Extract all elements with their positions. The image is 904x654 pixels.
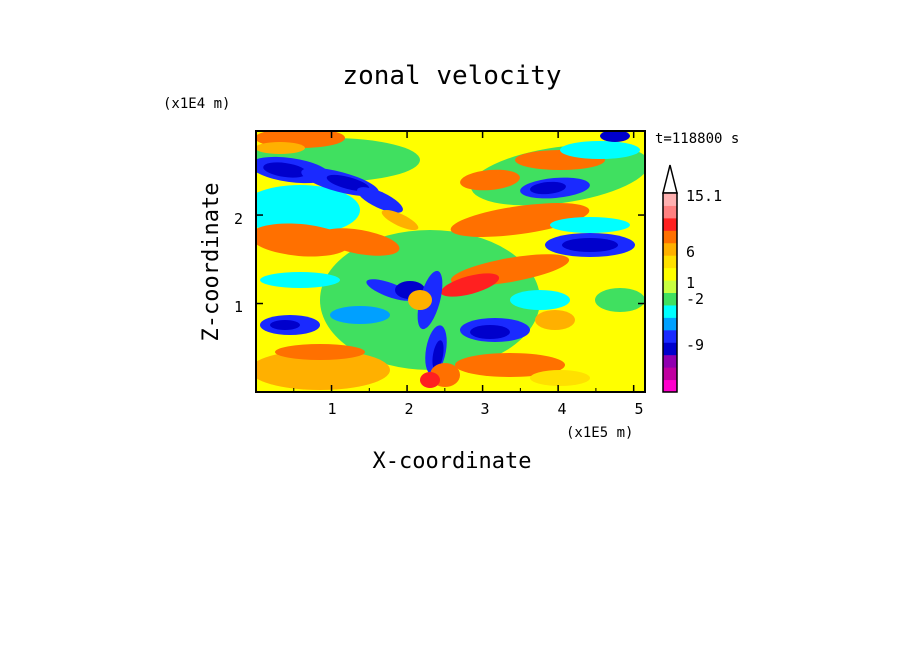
x-tick-label-5: 5 [634, 400, 643, 418]
field-blob [381, 209, 419, 231]
colorbar-band [663, 255, 677, 269]
colorbar-bands [663, 193, 677, 393]
field-blob [460, 169, 520, 191]
velocity-field [256, 131, 645, 390]
field-blob [450, 203, 590, 237]
field-blob [470, 325, 510, 339]
chart-title: zonal velocity [342, 61, 561, 91]
field-blob [408, 290, 432, 310]
field-blob [326, 174, 370, 192]
colorbar-band [663, 193, 677, 206]
x-tick-label-1: 1 [327, 400, 336, 418]
colorbar-label-1: 1 [686, 274, 695, 292]
field-blob [320, 228, 400, 256]
colorbar-band [663, 205, 677, 219]
y-tick-label-2: 2 [234, 210, 243, 228]
plot-frame [255, 130, 646, 393]
colorbar-band [663, 292, 677, 306]
field-blob [562, 238, 618, 252]
field-blob [530, 370, 590, 386]
field-blob [330, 306, 390, 324]
time-label: t=118800 s [655, 131, 739, 147]
field-blob [510, 290, 570, 310]
colorbar [662, 164, 678, 393]
field-blob [260, 272, 340, 288]
colorbar-band [663, 304, 677, 318]
field-blob [600, 131, 630, 142]
colorbar-extend-arrow [662, 164, 678, 194]
x-tick-label-3: 3 [480, 400, 489, 418]
field-blob [275, 344, 365, 360]
field-blob [440, 280, 480, 296]
colorbar-band [663, 354, 677, 368]
colorbar-band [663, 329, 677, 343]
y-scale-label: (x1E4 m) [163, 96, 230, 112]
colorbar-label-minus-2: -2 [686, 290, 704, 308]
field-blob [560, 141, 640, 159]
field-blob [256, 142, 305, 154]
field-blob [270, 320, 300, 330]
colorbar-band [663, 367, 677, 381]
colorbar-label-6: 6 [686, 243, 695, 261]
field-blob [530, 181, 566, 195]
field-blob [357, 187, 403, 213]
field-blob [432, 340, 444, 370]
y-tick-label-1: 1 [234, 298, 243, 316]
field-blob [535, 310, 575, 330]
colorbar-frame [662, 192, 678, 393]
field-blob [263, 162, 307, 178]
field-blob [256, 350, 390, 390]
field-blob [256, 185, 360, 235]
x-tick-label-4: 4 [557, 400, 566, 418]
colorbar-label-minus-9: -9 [686, 336, 704, 354]
colorbar-band [663, 280, 677, 293]
colorbar-band [663, 342, 677, 356]
colorbar-band [663, 242, 677, 256]
field-blob [455, 353, 565, 377]
plot-area [255, 130, 646, 393]
field-blob [595, 288, 645, 312]
colorbar-label-15.1: 15.1 [686, 187, 722, 205]
axis-ticks [256, 131, 645, 392]
x-tick-label-2: 2 [404, 400, 413, 418]
colorbar-band [663, 217, 677, 231]
x-axis-label: X-coordinate [373, 449, 532, 474]
field-blob [550, 217, 630, 233]
colorbar-band [663, 267, 677, 281]
colorbar-band [663, 317, 677, 331]
colorbar-band [663, 379, 677, 393]
colorbar-band [663, 230, 677, 244]
field-blob [420, 372, 440, 388]
y-axis-label: Z-coordinate [199, 183, 224, 342]
x-scale-label: (x1E5 m) [566, 425, 633, 441]
